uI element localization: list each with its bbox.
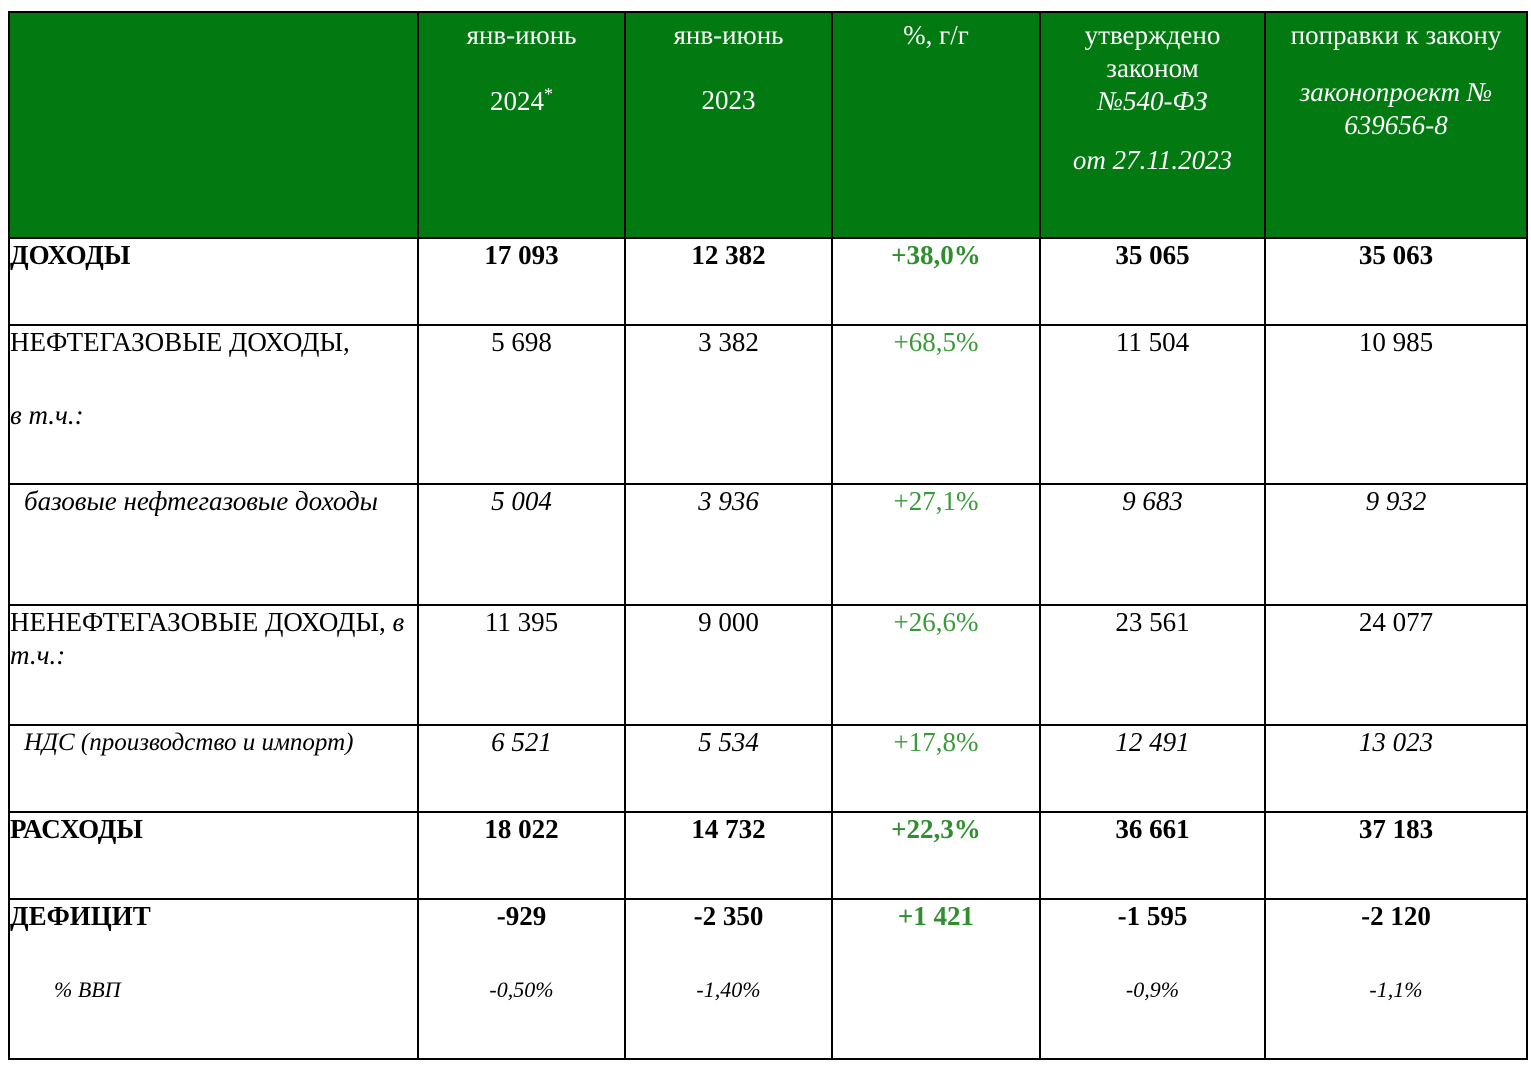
value-amend: 10 985 — [1264, 324, 1528, 485]
header-approved-by-law: утверждено законом №540-ФЗ от 27.11.2023 — [1039, 11, 1266, 239]
value-law: 9 683 — [1039, 483, 1266, 606]
row-label: ДЕФИЦИТ % ВВП — [8, 898, 419, 1060]
value-2024: 5 698 — [417, 324, 626, 485]
value-pct: +26,6% — [831, 604, 1041, 726]
table-row-vat: НДС (производство и импорт) 6 521 5 534 … — [8, 724, 1528, 813]
header-year-2024: 2024 — [490, 86, 544, 116]
table-row-nonoil: НЕНЕФТЕГАЗОВЫЕ ДОХОДЫ, в т.ч.: 11 395 9 … — [8, 604, 1528, 726]
value-2024: -929 -0,50% — [417, 898, 626, 1060]
header-bill-number: законопроект № — [1299, 77, 1493, 107]
header-pct-yoy: %, г/г — [831, 11, 1041, 239]
value-amend: -2 120 -1,1% — [1264, 898, 1528, 1060]
gdp-share-2024: -0,50% — [489, 977, 554, 1002]
table-row-income: ДОХОДЫ 17 093 12 382 +38,0% 35 065 35 06… — [8, 237, 1528, 326]
table-row-oilgas: НЕФТЕГАЗОВЫЕ ДОХОДЫ, в т.ч.: 5 698 3 382… — [8, 324, 1528, 485]
value-pct: +27,1% — [831, 483, 1041, 606]
row-label: ДОХОДЫ — [8, 237, 419, 326]
row-label: НЕНЕФТЕГАЗОВЫЕ ДОХОДЫ, в т.ч.: — [8, 604, 419, 726]
value-2024: 17 093 — [417, 237, 626, 326]
row-sublabel: в т.ч.: — [10, 607, 405, 670]
value-2023: -2 350 -1,40% — [624, 898, 833, 1060]
row-label: РАСХОДЫ — [8, 811, 419, 900]
value-law: 36 661 — [1039, 811, 1266, 900]
value-2024: 5 004 — [417, 483, 626, 606]
table-row-expenses: РАСХОДЫ 18 022 14 732 +22,3% 36 661 37 1… — [8, 811, 1528, 900]
value-law: -1 595 -0,9% — [1039, 898, 1266, 1060]
value-pct: +22,3% — [831, 811, 1041, 900]
value-amend: 35 063 — [1264, 237, 1528, 326]
value-pct: +68,5% — [831, 324, 1041, 485]
row-sublabel: в т.ч.: — [10, 400, 84, 430]
value-2023: 9 000 — [624, 604, 833, 726]
value-amend: 9 932 — [1264, 483, 1528, 606]
header-empty-cell — [8, 11, 419, 239]
header-law-number: №540-ФЗ — [1097, 86, 1208, 116]
header-law-date: от 27.11.2023 — [1072, 145, 1233, 175]
row-label: базовые нефтегазовые доходы — [8, 483, 419, 606]
value-amend: 13 023 — [1264, 724, 1528, 813]
header-jan-jun-2024: янв-июнь 2024* — [417, 11, 626, 239]
header-row: янв-июнь 2024* янв-июнь 2023 %, г/г утве… — [8, 11, 1528, 239]
value-2023: 5 534 — [624, 724, 833, 813]
value-law: 11 504 — [1039, 324, 1266, 485]
value-2023: 14 732 — [624, 811, 833, 900]
header-amendments: поправки к закону законопроект № 639656-… — [1264, 11, 1528, 239]
value-amend: 24 077 — [1264, 604, 1528, 726]
value-pct: +1 421 — [831, 898, 1041, 1060]
value-law: 23 561 — [1039, 604, 1266, 726]
footnote-mark: * — [544, 84, 553, 104]
row-label: НЕФТЕГАЗОВЫЕ ДОХОДЫ, в т.ч.: — [8, 324, 419, 485]
value-2023: 3 382 — [624, 324, 833, 485]
value-pct: +17,8% — [831, 724, 1041, 813]
row-sublabel-gdp: % ВВП — [54, 977, 121, 1002]
gdp-share-amend: -1,1% — [1369, 977, 1423, 1002]
value-amend: 37 183 — [1264, 811, 1528, 900]
value-2023: 3 936 — [624, 483, 833, 606]
value-2024: 18 022 — [417, 811, 626, 900]
value-law: 12 491 — [1039, 724, 1266, 813]
row-label: НДС (производство и импорт) — [8, 724, 419, 813]
gdp-share-law: -0,9% — [1125, 977, 1180, 1002]
budget-table: янв-июнь 2024* янв-июнь 2023 %, г/г утве… — [8, 11, 1528, 1060]
value-2023: 12 382 — [624, 237, 833, 326]
table-row-deficit: ДЕФИЦИТ % ВВП -929 -0,50% -2 350 -1,40% … — [8, 898, 1528, 1060]
value-law: 35 065 — [1039, 237, 1266, 326]
header-jan-jun-2023: янв-июнь 2023 — [624, 11, 833, 239]
table-row-base-oilgas: базовые нефтегазовые доходы 5 004 3 936 … — [8, 483, 1528, 606]
value-pct: +38,0% — [831, 237, 1041, 326]
value-2024: 11 395 — [417, 604, 626, 726]
value-2024: 6 521 — [417, 724, 626, 813]
header-year-2023: 2023 — [701, 85, 756, 115]
gdp-share-2023: -1,40% — [696, 977, 761, 1002]
